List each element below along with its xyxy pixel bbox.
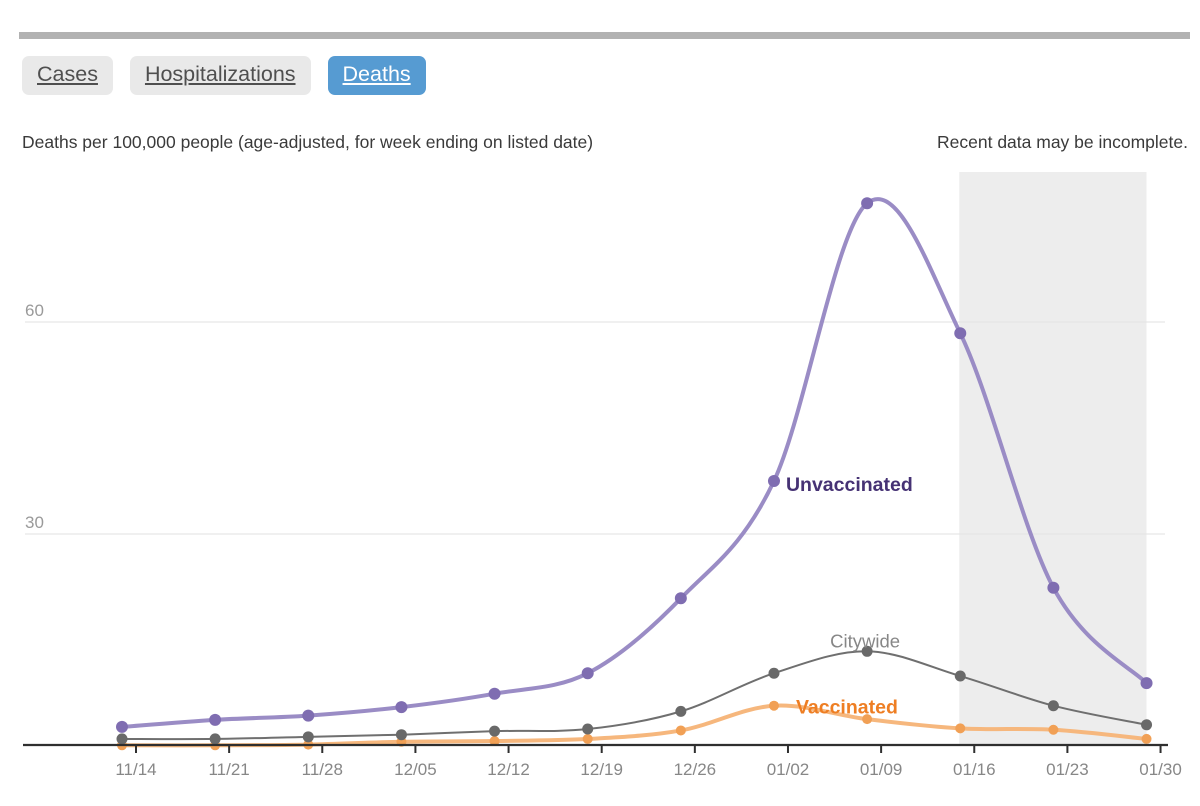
vaccinated-point — [675, 725, 686, 736]
incomplete-data-note: Recent data may be incomplete. — [937, 132, 1188, 152]
x-tick-label: 01/23 — [1046, 760, 1089, 779]
vaccinated-point — [489, 736, 500, 747]
tab-deaths[interactable]: Deaths — [327, 56, 426, 95]
citywide-point — [489, 725, 501, 737]
citywide-point — [302, 731, 314, 743]
series-label-unvaccinated: Unvaccinated — [786, 474, 913, 496]
series-label-vaccinated: Vaccinated — [796, 697, 898, 719]
x-tick-label: 11/28 — [302, 760, 343, 779]
citywide-point — [209, 733, 221, 745]
x-tick-label: 11/21 — [208, 760, 249, 779]
x-tick-label: 12/19 — [580, 760, 623, 779]
vaccinated-point — [862, 714, 873, 725]
unvaccinated-point — [954, 327, 967, 340]
vaccinated-point — [582, 733, 593, 744]
incomplete-data-region — [959, 172, 1147, 744]
x-tick-label: 12/05 — [394, 760, 437, 779]
y-tick-label: 30 — [25, 513, 44, 532]
vaccinated-point — [768, 700, 779, 711]
top-divider-bar — [19, 32, 1190, 39]
citywide-point — [1047, 700, 1059, 712]
unvaccinated-line — [120, 197, 1149, 729]
x-tick-label: 01/09 — [860, 760, 903, 779]
chart-header: Deaths per 100,000 people (age-adjusted,… — [22, 132, 1188, 153]
metric-tabs: Cases Hospitalizations Deaths — [22, 56, 426, 95]
unvaccinated-point — [1140, 677, 1153, 690]
unvaccinated-point — [488, 687, 501, 700]
vaccinated-point — [955, 723, 966, 734]
unvaccinated-point — [116, 720, 128, 733]
unvaccinated-point — [581, 667, 594, 680]
vaccinated-point — [1048, 724, 1059, 735]
citywide-point — [1141, 719, 1153, 731]
citywide-point — [768, 667, 780, 679]
unvaccinated-point — [395, 701, 408, 714]
citywide-point — [116, 733, 128, 745]
vaccinated-point — [1141, 733, 1152, 744]
citywide-point — [582, 723, 594, 735]
unvaccinated-point — [861, 197, 874, 210]
citywide-point — [861, 645, 873, 657]
chart-subtitle: Deaths per 100,000 people (age-adjusted,… — [22, 132, 594, 152]
citywide-point — [675, 705, 687, 717]
citywide-point — [954, 670, 966, 682]
x-tick-label: 01/02 — [767, 760, 810, 779]
citywide-point — [395, 729, 407, 741]
x-tick-label: 12/26 — [674, 760, 717, 779]
series-label-citywide: Citywide — [830, 630, 900, 651]
unvaccinated-point — [767, 474, 780, 487]
unvaccinated-point — [1047, 581, 1060, 594]
tab-cases[interactable]: Cases — [22, 56, 113, 95]
x-tick-label: 11/14 — [115, 760, 156, 779]
x-tick-label: 01/30 — [1139, 760, 1182, 779]
tab-hospitalizations[interactable]: Hospitalizations — [129, 56, 311, 95]
x-tick-label: 01/16 — [953, 760, 996, 779]
unvaccinated-point — [674, 592, 687, 605]
x-tick-label: 12/12 — [487, 760, 530, 779]
unvaccinated-point — [302, 709, 315, 722]
citywide-line — [121, 650, 1148, 741]
y-tick-label: 60 — [25, 301, 44, 320]
unvaccinated-point — [209, 713, 222, 726]
